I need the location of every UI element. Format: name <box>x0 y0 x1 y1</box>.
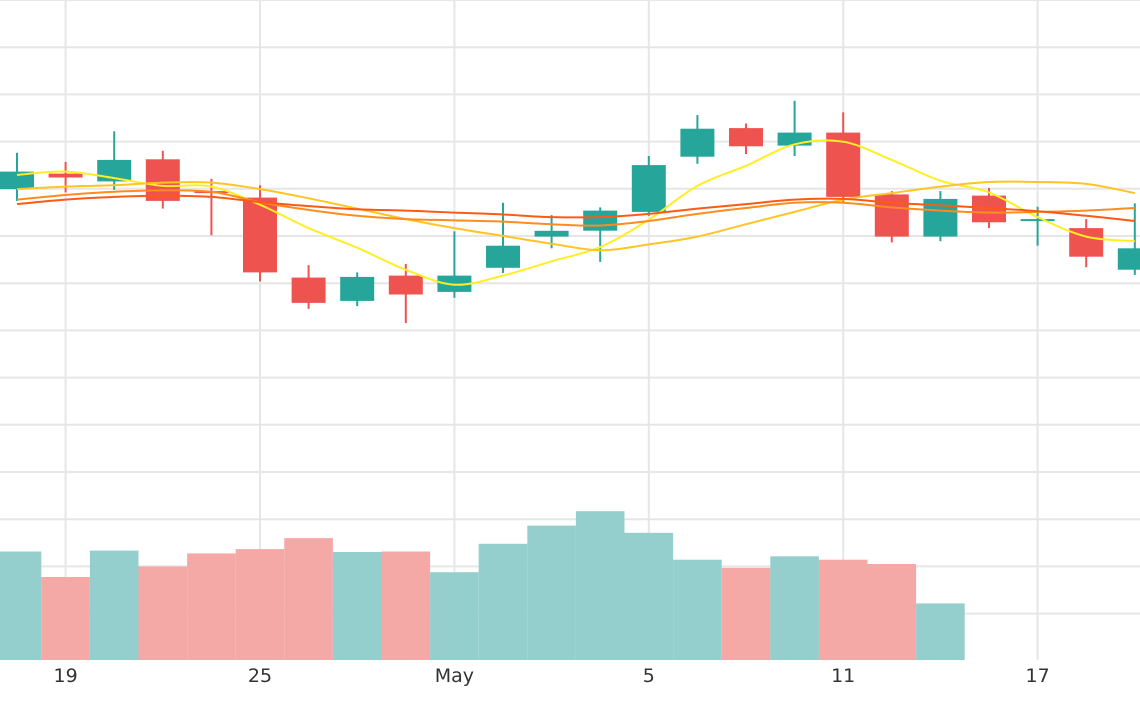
candle-body <box>340 276 375 301</box>
volume-bar <box>284 538 333 660</box>
candle-body <box>534 230 569 237</box>
candle-body <box>145 159 180 201</box>
x-axis-tick-labels: 19 25 May 5 11 17 <box>54 665 1050 687</box>
candle-body <box>874 194 909 237</box>
volume-bar <box>575 511 625 660</box>
candle-body <box>826 132 861 197</box>
candle-body <box>243 197 277 273</box>
horizontal-gridlines <box>0 0 1140 615</box>
moving-average-line <box>16 139 1135 286</box>
moving-average-lines <box>16 139 1135 286</box>
volume-bar <box>770 556 819 660</box>
candle-body <box>291 277 326 303</box>
volume-bar <box>818 559 868 660</box>
volume-bar <box>430 572 479 660</box>
volume-bar <box>916 603 965 660</box>
volume-bar <box>624 532 674 660</box>
volume-bar <box>235 549 285 660</box>
x-tick-label: May <box>435 665 474 687</box>
volume-bar <box>381 551 431 660</box>
candles <box>0 100 1140 324</box>
moving-average-line <box>16 194 1135 222</box>
volume-bar <box>0 551 42 660</box>
moving-average-line <box>16 189 1135 227</box>
volume-bar <box>721 567 771 660</box>
volume-bar <box>138 566 188 660</box>
candle-body <box>486 245 520 268</box>
x-tick-label: 11 <box>831 665 855 687</box>
volume-bar <box>41 577 90 660</box>
volume-bar <box>527 525 576 660</box>
x-tick-label: 19 <box>54 665 78 687</box>
candle-body <box>1020 219 1055 222</box>
volume-bar <box>867 564 917 660</box>
candle-body <box>388 275 423 295</box>
volume-bar <box>673 559 722 660</box>
volume-bar <box>478 543 528 660</box>
candle-body <box>631 165 666 212</box>
volume-bar <box>187 553 236 660</box>
x-tick-label: 17 <box>1026 665 1050 687</box>
x-tick-label: 5 <box>643 665 655 687</box>
candle-body <box>729 128 763 147</box>
candle-body <box>48 173 83 178</box>
candle-body <box>680 128 715 157</box>
candle-body <box>0 171 34 190</box>
volume-bar <box>89 550 139 660</box>
volume-bars <box>0 511 965 660</box>
candle-body <box>583 210 618 231</box>
moving-average-line <box>16 180 1135 252</box>
candle-body <box>1117 248 1140 270</box>
volume-bar <box>332 552 382 660</box>
x-tick-label: 25 <box>248 665 272 687</box>
